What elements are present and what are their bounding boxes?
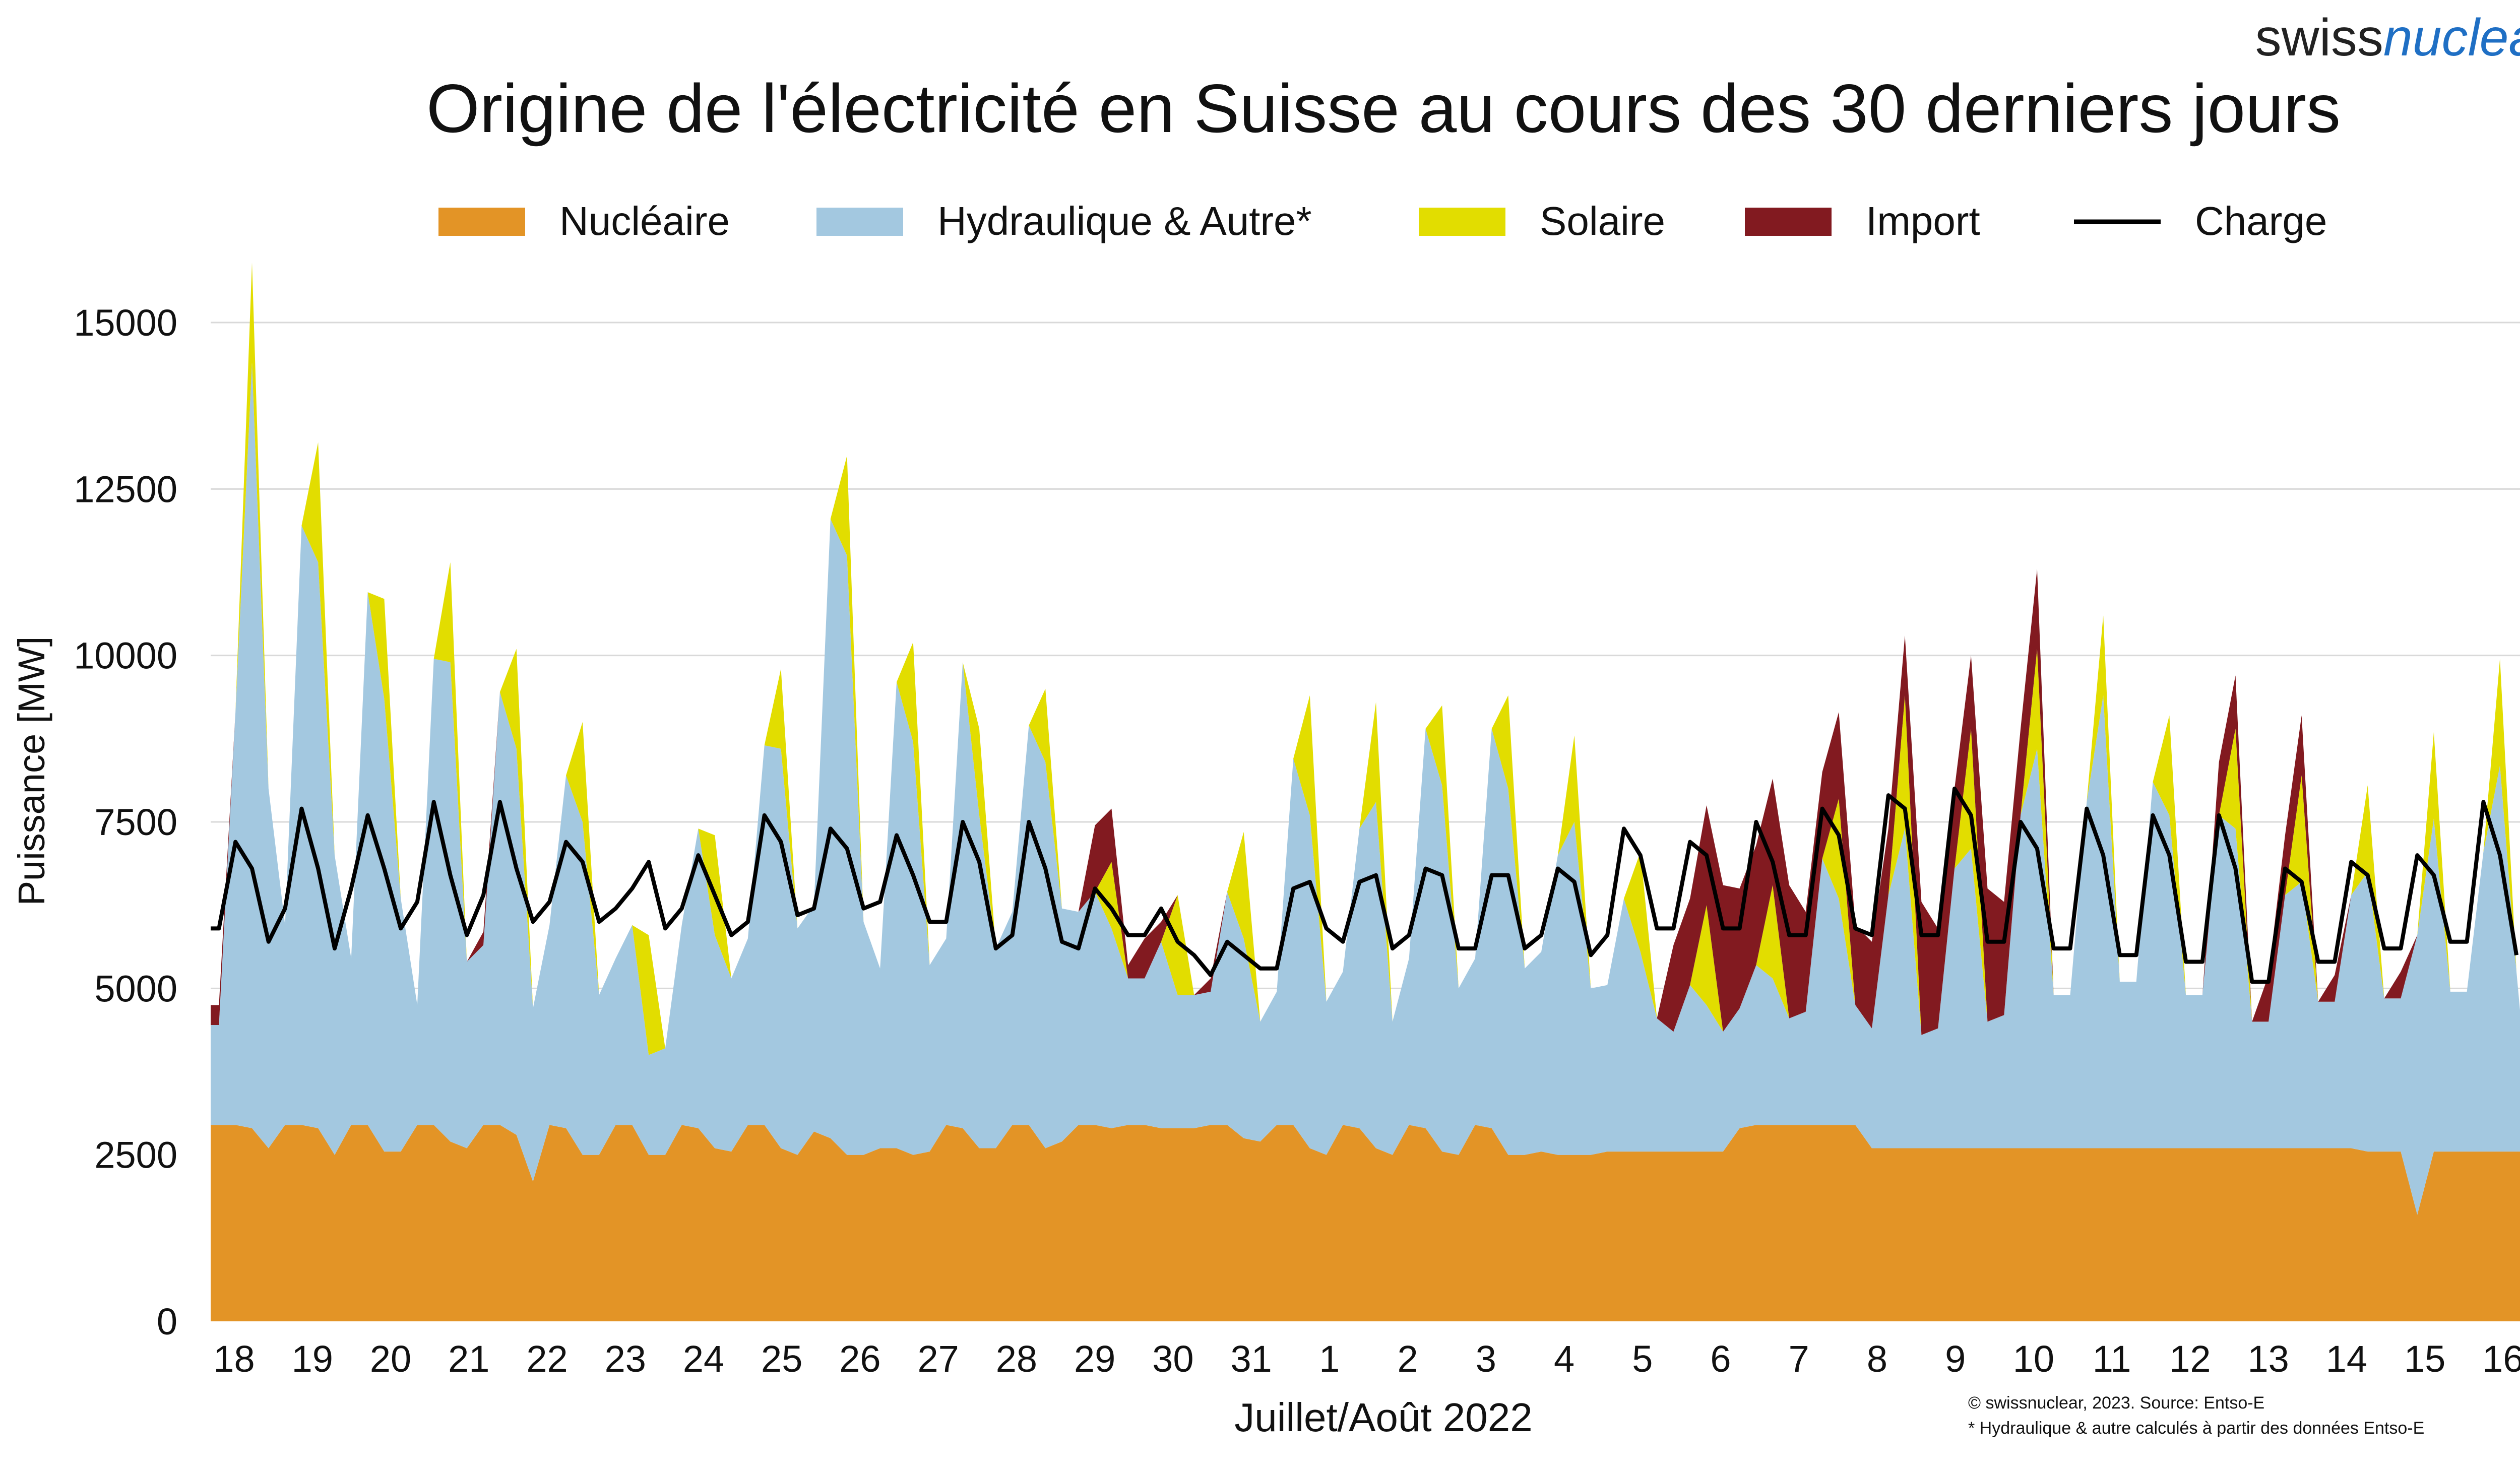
x-tick-label: 7	[1789, 1338, 1809, 1380]
legend-label-solaire: Solaire	[1540, 199, 1665, 243]
x-tick-label: 14	[2326, 1338, 2367, 1380]
x-tick-label: 15	[2404, 1338, 2445, 1380]
y-tick-label: 0	[157, 1301, 177, 1343]
x-tick-label: 16	[2482, 1338, 2520, 1380]
x-tick-label: 21	[448, 1338, 489, 1380]
legend-swatch-import	[1745, 208, 1832, 236]
x-tick-label: 27	[918, 1338, 959, 1380]
y-tick-label: 5000	[94, 968, 177, 1009]
x-axis-label: Juillet/Août 2022	[1234, 1395, 1533, 1440]
brand-logo-part2: nuclear	[2383, 9, 2520, 67]
x-tick-label: 11	[2093, 1338, 2131, 1380]
legend-swatch-solaire	[1419, 208, 1505, 236]
x-tick-label: 26	[839, 1338, 880, 1380]
x-tick-label: 20	[370, 1338, 411, 1380]
line-series-charge	[211, 786, 2518, 984]
x-tick-label: 3	[1476, 1338, 1496, 1380]
load-line-layer	[211, 786, 2518, 984]
y-tick-label: 2500	[94, 1134, 177, 1176]
legend-swatch-hydraulique-autre	[816, 208, 903, 236]
legend-label-charge: Charge	[2195, 199, 2327, 243]
x-tick-label: 31	[1230, 1338, 1272, 1380]
x-tick-label: 6	[1710, 1338, 1731, 1380]
area-series-nucleaire	[211, 1125, 2520, 1321]
x-tick-label: 8	[1867, 1338, 1887, 1380]
y-tick-label: 12500	[74, 468, 177, 510]
brand-logo: swissnuclear	[2255, 9, 2520, 67]
y-tick-label: 7500	[94, 801, 177, 843]
x-tick-label: 12	[2169, 1338, 2211, 1380]
brand-logo-part1: swiss	[2255, 9, 2383, 67]
legend-swatch-nucleaire	[438, 208, 525, 236]
stacked-areas	[211, 263, 2520, 1321]
x-tick-label: 28	[996, 1338, 1037, 1380]
x-tick-label: 2	[1397, 1338, 1418, 1380]
x-tick-label: 10	[2013, 1338, 2054, 1380]
x-tick-label: 1	[1319, 1338, 1340, 1380]
y-axis-label: Puissance [MW]	[11, 636, 52, 906]
x-tick-label: 29	[1074, 1338, 1115, 1380]
x-tick-label: 13	[2247, 1338, 2289, 1380]
legend-label-import: Import	[1866, 199, 1980, 243]
x-tick-label: 19	[292, 1338, 333, 1380]
x-tick-label: 9	[1945, 1338, 1966, 1380]
area-series-hydraulique-autre	[211, 362, 2520, 1215]
x-tick-label: 4	[1554, 1338, 1574, 1380]
credit-source: © swissnuclear, 2023. Source: Entso-E	[1968, 1393, 2264, 1413]
x-tick-label: 24	[683, 1338, 724, 1380]
x-tick-label: 5	[1632, 1338, 1653, 1380]
x-tick-label: 30	[1152, 1338, 1193, 1380]
y-tick-label: 10000	[74, 635, 177, 677]
x-tick-label: 22	[526, 1338, 568, 1380]
x-tick-label: 23	[605, 1338, 646, 1380]
legend: Nucléaire Hydraulique & Autre* Solaire Impo…	[438, 199, 2327, 243]
x-tick-label: 25	[761, 1338, 802, 1380]
legend-label-nucleaire: Nucléaire	[559, 199, 730, 243]
legend-label-hydraulique-autre: Hydraulique & Autre*	[937, 199, 1312, 243]
y-tick-label: 15000	[74, 302, 177, 344]
credit-note: * Hydraulique & autre calculés à partir …	[1968, 1419, 2424, 1438]
x-tick-label: 18	[213, 1338, 255, 1380]
chart-title: Origine de l'électricité en Suisse au co…	[426, 70, 2341, 147]
